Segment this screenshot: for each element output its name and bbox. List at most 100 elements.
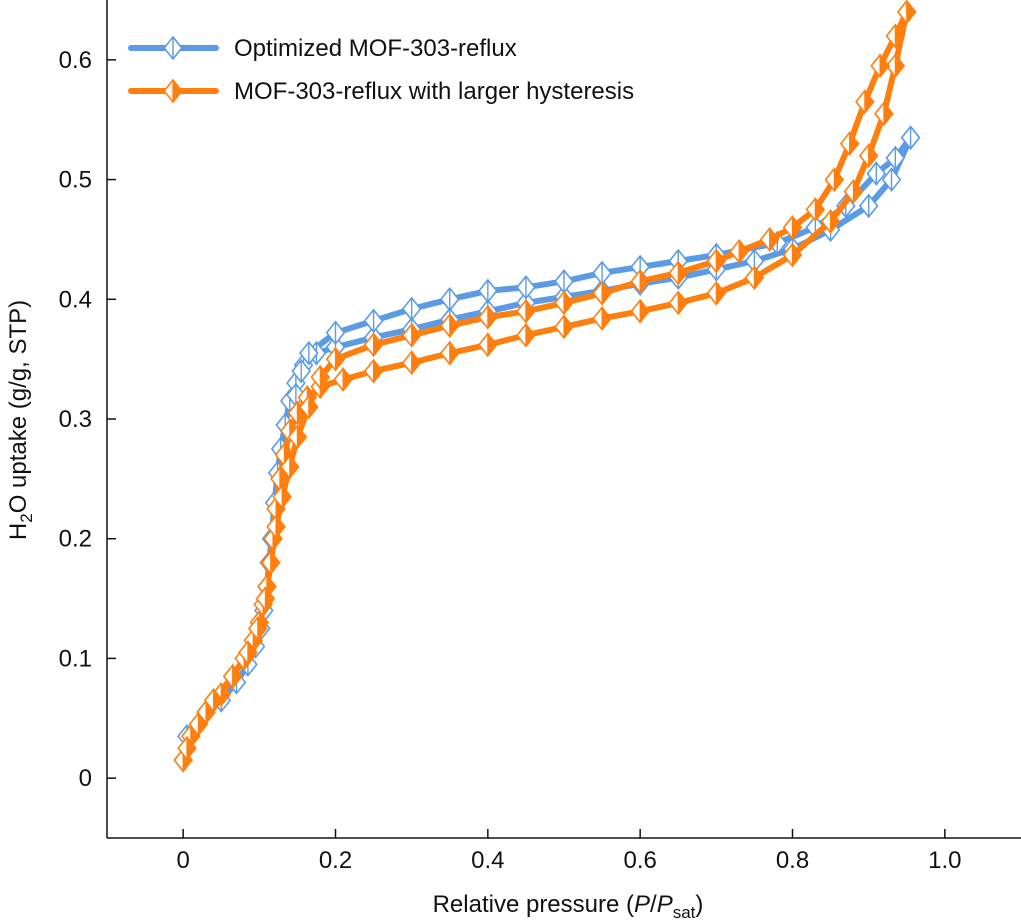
data-point-fill	[563, 314, 574, 340]
legend-entry-optimized	[128, 35, 219, 61]
data-point	[478, 332, 498, 358]
data-point	[516, 275, 536, 300]
data-point-fill	[247, 639, 258, 666]
data-point	[238, 639, 258, 666]
data-point-fill	[257, 615, 268, 642]
data-point-fill	[296, 424, 307, 450]
y-tick-label: 0.6	[59, 47, 92, 74]
data-point	[855, 89, 875, 115]
data-point	[554, 269, 574, 294]
data-point	[287, 424, 308, 450]
data-point-fill	[677, 290, 688, 316]
y-tick-label: 0.4	[59, 286, 92, 313]
data-point-fill	[894, 23, 905, 49]
data-point-fill	[449, 340, 460, 366]
data-point	[177, 735, 197, 761]
data-point-fill	[833, 166, 844, 193]
data-point	[247, 615, 268, 642]
data-point	[363, 358, 384, 384]
data-point-fill	[281, 484, 292, 510]
x-axis-title: Relative pressure (P/Psat)	[433, 891, 704, 920]
data-point	[222, 663, 243, 690]
data-point	[203, 687, 224, 714]
x-tick-label: 0	[176, 847, 189, 874]
data-point-fill	[879, 53, 890, 79]
x-tick-label: 0.4	[471, 847, 504, 874]
data-point	[299, 340, 319, 366]
data-point-fill	[738, 238, 749, 265]
data-point	[866, 161, 887, 186]
data-point	[439, 287, 460, 312]
legend-label-optimized: Optimized MOF-303-reflux	[234, 35, 517, 62]
data-point	[782, 242, 803, 268]
data-point	[668, 260, 689, 286]
data-point	[363, 332, 384, 358]
data-point	[592, 260, 612, 286]
data-point	[870, 53, 890, 79]
data-point-fill	[894, 53, 905, 79]
legend-swatch-marker	[163, 78, 183, 104]
data-point-fill	[769, 226, 780, 253]
data-point-fill	[232, 663, 243, 690]
data-point	[858, 142, 879, 169]
legend-swatch-marker	[163, 35, 183, 61]
data-point	[554, 290, 574, 316]
data-point-fill	[197, 711, 208, 737]
y-tick-label: 0.3	[59, 406, 92, 433]
data-point-fill	[279, 466, 290, 492]
data-point-fill	[677, 260, 688, 286]
data-point	[255, 585, 276, 612]
data-point	[668, 290, 689, 316]
data-point	[896, 0, 917, 25]
data-point	[310, 364, 331, 390]
data-point-fill	[715, 248, 726, 274]
data-point-fill	[275, 514, 286, 540]
data-point	[881, 167, 902, 192]
data-point	[325, 346, 346, 372]
y-tick-label: 0.5	[59, 167, 92, 194]
data-point	[478, 304, 498, 330]
data-point-fill	[814, 196, 825, 223]
data-point	[885, 23, 906, 49]
data-point	[630, 298, 650, 324]
data-point	[858, 193, 879, 219]
data-point-fill	[601, 280, 612, 307]
data-point-fill	[525, 298, 536, 324]
data-point-fill	[449, 312, 460, 339]
data-point	[401, 322, 422, 348]
data-point	[839, 130, 860, 157]
data-point	[843, 178, 864, 205]
legend-entry-larger-hysteresis	[128, 78, 219, 104]
data-point-fill	[319, 364, 330, 390]
data-point	[401, 296, 422, 322]
data-point-fill	[715, 280, 726, 307]
data-point	[260, 549, 281, 576]
data-point	[279, 454, 300, 480]
x-ticks: 0 0.2 0.4 0.6 0.8 1.0	[176, 829, 962, 874]
data-point	[885, 145, 906, 171]
data-point-fill	[849, 130, 860, 157]
data-point-fill	[487, 332, 498, 358]
data-point	[291, 358, 312, 384]
data-point	[401, 350, 422, 376]
data-point-fill	[372, 358, 384, 384]
data-point-fill	[883, 101, 894, 127]
data-point	[744, 265, 765, 291]
data-point-fill	[411, 350, 422, 376]
y-ticks: 0 0.1 0.2 0.3 0.4 0.5 0.6	[59, 47, 116, 792]
data-point-fill	[791, 214, 803, 241]
data-point	[266, 514, 286, 540]
data-point-fill	[289, 454, 300, 480]
data-point	[325, 320, 346, 346]
data-point-fill	[852, 178, 864, 205]
data-point	[478, 278, 498, 304]
data-point	[782, 214, 803, 241]
data-point	[516, 322, 536, 348]
data-point-fill	[372, 332, 384, 358]
data-point	[592, 305, 612, 332]
data-point	[759, 226, 780, 253]
data-point-fill	[601, 305, 612, 332]
legend: Optimized MOF-303-reflux MOF-303-reflux …	[128, 35, 634, 105]
y-tick-label: 0.1	[59, 645, 92, 672]
